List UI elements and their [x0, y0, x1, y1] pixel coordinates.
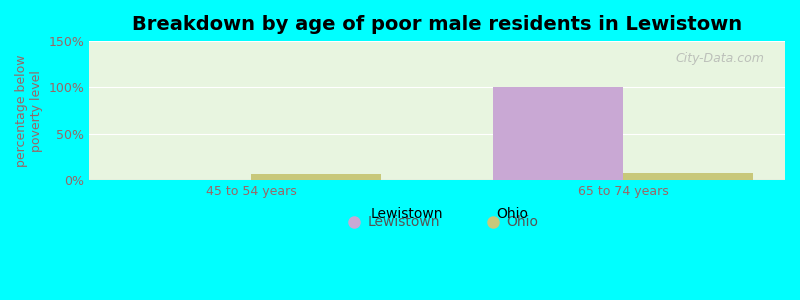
- Text: Lewistown: Lewistown: [367, 215, 440, 229]
- Y-axis label: percentage below
poverty level: percentage below poverty level: [15, 54, 43, 167]
- Text: Ohio: Ohio: [506, 215, 538, 229]
- Text: City-Data.com: City-Data.com: [675, 52, 764, 65]
- Legend: Lewistown, Ohio: Lewistown, Ohio: [341, 201, 534, 226]
- Title: Breakdown by age of poor male residents in Lewistown: Breakdown by age of poor male residents …: [132, 15, 742, 34]
- Bar: [623, 173, 754, 180]
- Bar: [251, 174, 382, 180]
- Bar: [493, 88, 623, 180]
